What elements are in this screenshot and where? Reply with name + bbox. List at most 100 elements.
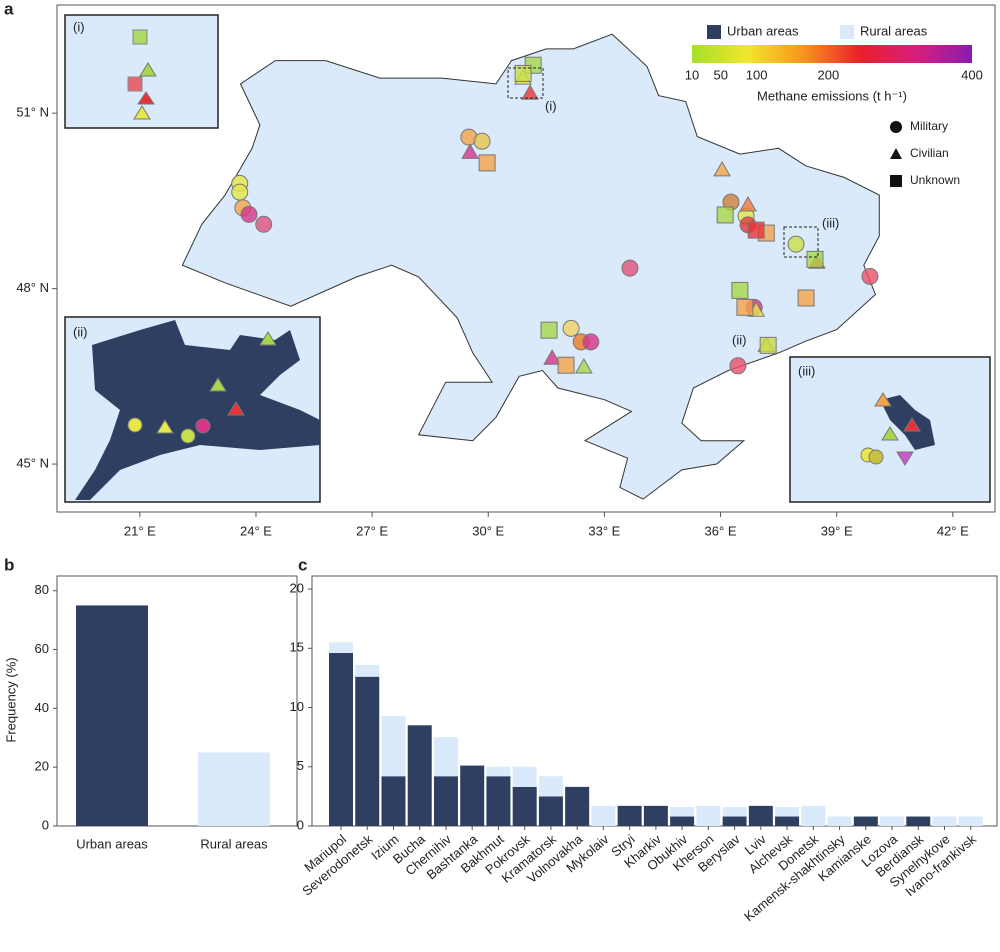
bar-segment: [538, 776, 563, 797]
x-tick-label: 33° E: [588, 523, 620, 538]
bar-segment: [696, 805, 721, 826]
legend-label: Unknown: [910, 173, 960, 187]
y-tick-label: 20: [35, 759, 49, 774]
bar-segment: [853, 816, 878, 826]
civilian-point: [543, 349, 561, 365]
unknown-point: [478, 154, 496, 172]
inset-marker: [209, 377, 227, 392]
bar-segment: [880, 816, 905, 826]
y-tick-label: 20: [290, 580, 304, 595]
y-tick-label: 40: [35, 700, 49, 715]
inset-marker: [874, 392, 892, 407]
legend-marker: [890, 121, 902, 133]
colorbar-tick-label: 50: [713, 67, 727, 82]
unknown-point: [557, 356, 575, 374]
inset-marker: [180, 428, 196, 444]
military-point: [562, 319, 580, 337]
legend-label: Military: [910, 119, 948, 133]
y-tick-label: 10: [290, 699, 304, 714]
unknown-point: [747, 221, 765, 239]
bar-segment: [670, 816, 695, 826]
colorbar-label: Methane emissions (t h⁻¹): [757, 88, 907, 103]
unknown-point: [514, 64, 532, 82]
x-tick-label: Urban areas: [76, 836, 148, 851]
panel-label: c: [298, 555, 307, 574]
inset-label: (ii): [732, 332, 746, 347]
legend-marker: [890, 175, 902, 187]
unknown-point: [540, 321, 558, 339]
bar-segment: [722, 816, 747, 826]
inset-marker: [259, 331, 277, 346]
y-tick-label: 15: [290, 640, 304, 655]
bar-segment: [329, 653, 353, 826]
colorbar-tick-label: 100: [746, 67, 768, 82]
legend-swatch: [840, 25, 854, 39]
legend-label: Civilian: [910, 146, 949, 160]
bar-segment: [512, 766, 537, 787]
inset-label: (i): [545, 98, 557, 113]
bar-segment: [460, 765, 485, 826]
bar-segment: [643, 805, 668, 826]
bar-segment: [486, 766, 511, 777]
legend-swatch: [707, 25, 721, 39]
y-tick-label: 0: [42, 817, 49, 832]
colorbar-tick-label: 10: [685, 67, 699, 82]
civilian-point: [739, 195, 757, 212]
colorbar: [692, 45, 972, 63]
y-axis-label: Frequency (%): [3, 657, 18, 742]
bar-segment: [670, 807, 695, 817]
bar-segment: [591, 805, 616, 826]
inset-label: (ii): [73, 324, 87, 339]
bar-segment: [801, 805, 826, 826]
inset-marker: [137, 91, 155, 105]
inset-marker: [896, 451, 914, 466]
x-tick-label: Rural areas: [200, 836, 268, 851]
inset: [64, 14, 219, 129]
legend-marker: [890, 148, 902, 159]
military-point: [240, 205, 258, 223]
civilian-point: [521, 84, 539, 100]
inset-label: (i): [73, 19, 85, 34]
bar-segment: [565, 786, 590, 826]
bar-segment: [958, 816, 983, 826]
map: 21° E 24° E 27° E 30° E 33° E 36° E 39° E 42° E…: [16, 23, 983, 538]
unknown-point: [736, 298, 754, 316]
inset-marker: [227, 401, 245, 416]
military-point: [861, 267, 879, 285]
x-tick-label: 27° E: [356, 523, 388, 538]
bar-segment: [775, 807, 800, 817]
inset-indicator: [507, 67, 544, 99]
civilian-point: [575, 357, 593, 374]
civilian-point: [713, 160, 731, 177]
inset-marker: [127, 76, 143, 92]
inset-marker: [881, 426, 899, 441]
bar-segment: [775, 816, 800, 826]
y-tick-label: 0: [297, 817, 304, 832]
y-tick-label: 5: [297, 758, 304, 773]
bar-segment: [355, 676, 380, 826]
panel-label: a: [4, 0, 14, 18]
military-point: [473, 132, 491, 150]
bar-segment: [486, 776, 511, 826]
unknown-point: [716, 206, 734, 224]
military-point: [231, 183, 249, 201]
inset: [789, 356, 991, 503]
military-point: [729, 357, 747, 375]
military-point: [787, 235, 805, 253]
x-tick-label: 24° E: [240, 523, 272, 538]
country-outline: [181, 33, 880, 500]
inset-marker: [133, 105, 151, 120]
x-tick-label: 30° E: [472, 523, 504, 538]
bar-segment: [617, 805, 642, 826]
panel-label: b: [4, 555, 14, 574]
inset-marker: [139, 62, 157, 77]
plot-frame: [56, 575, 298, 827]
y-tick-label: 51° N: [16, 105, 49, 120]
bar-segment: [433, 737, 458, 777]
civilian-point: [461, 143, 479, 159]
bar-segment: [748, 805, 773, 826]
unknown-point: [731, 281, 749, 299]
x-tick-label: 42° E: [937, 523, 969, 538]
inset-marker: [903, 417, 921, 432]
